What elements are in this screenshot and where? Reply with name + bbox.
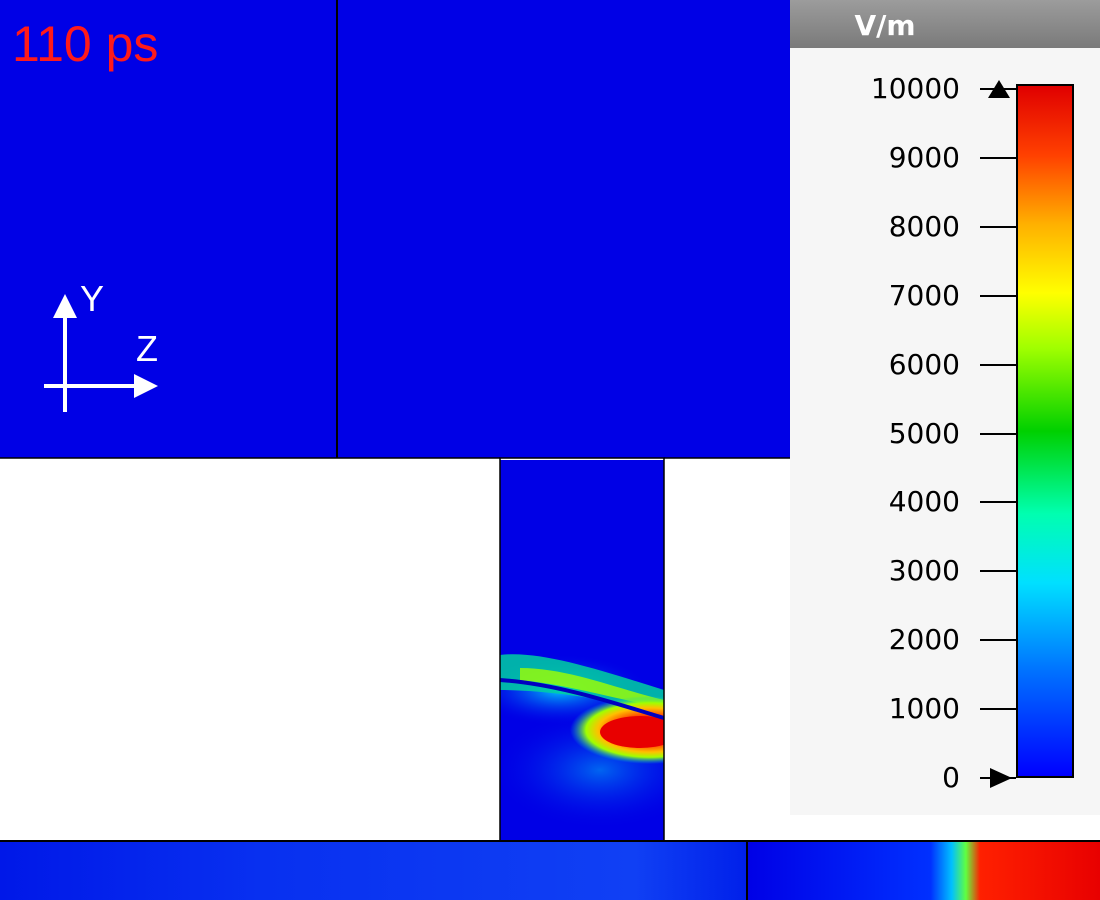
legend-tick-mark	[980, 294, 1016, 297]
coordinate-axes	[44, 294, 158, 412]
legend-unit: V/m	[854, 9, 916, 42]
legend-tick-label: 6000	[888, 347, 960, 381]
legend-tick-label: 10000	[870, 72, 960, 105]
legend-tick-mark	[980, 225, 1016, 228]
legend-tick-label: 2000	[888, 623, 960, 657]
legend-tick: 5000	[790, 416, 1016, 450]
max-arrow-icon	[988, 80, 1010, 98]
color-legend: V/m 10000 9000 8000 7000 6000 5000 4000 3000 200…	[790, 0, 1100, 815]
axis-z-label: Z	[136, 328, 158, 369]
legend-tick: 3000	[790, 554, 1016, 588]
field-region-top-center	[337, 0, 790, 458]
legend-tick: 1000	[790, 692, 1016, 726]
legend-tick-label: 8000	[888, 209, 960, 243]
field-region-bottom-right	[747, 841, 1100, 900]
legend-tick: 6000	[790, 347, 1016, 381]
legend-tick-mark	[980, 432, 1016, 435]
legend-tick-mark	[980, 156, 1016, 159]
axis-y-label: Y	[80, 278, 105, 319]
legend-tick-label: 1000	[888, 692, 960, 726]
field-region-top-left	[0, 0, 337, 458]
legend-tick: 4000	[790, 485, 1016, 519]
legend-tick-label: 3000	[888, 554, 960, 588]
legend-tick-mark	[980, 363, 1016, 366]
colorbar	[1016, 84, 1074, 778]
legend-tick-label: 0	[942, 761, 960, 794]
legend-tick: 7000	[790, 278, 1016, 312]
min-arrow-icon	[990, 768, 1012, 788]
time-label: 110 ps	[12, 16, 159, 72]
legend-tick-label: 7000	[888, 278, 960, 312]
legend-tick: 8000	[790, 209, 1016, 243]
legend-tick-mark	[980, 639, 1016, 642]
legend-tick: 10000	[790, 72, 1016, 105]
legend-tick-mark	[980, 570, 1016, 573]
legend-tick: 9000	[790, 140, 1016, 174]
legend-tick-label: 5000	[888, 416, 960, 450]
legend-tick-mark	[980, 708, 1016, 711]
field-region-bottom-left	[0, 841, 747, 900]
legend-tick-label: 4000	[888, 485, 960, 519]
field-region-stem	[500, 460, 664, 840]
legend-header: V/m	[790, 0, 1100, 48]
legend-tick: 0	[790, 761, 1016, 794]
legend-tick-mark	[980, 501, 1016, 504]
legend-tick-label: 9000	[888, 140, 960, 174]
legend-tick: 2000	[790, 623, 1016, 657]
